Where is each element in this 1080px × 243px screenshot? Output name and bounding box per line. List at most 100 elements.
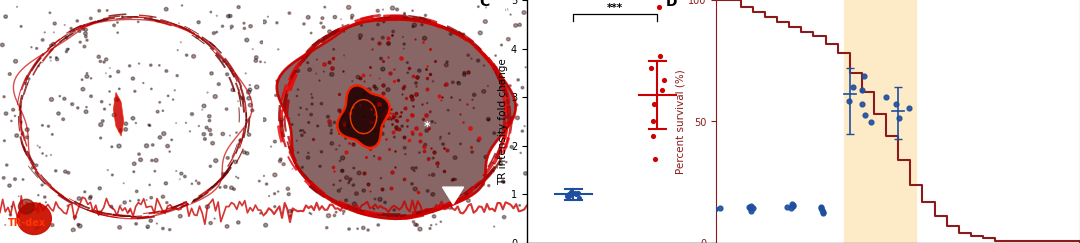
Point — [840, 99, 858, 103]
Circle shape — [287, 193, 291, 196]
Point — [855, 74, 873, 78]
Circle shape — [111, 146, 112, 148]
Circle shape — [359, 38, 361, 40]
Text: ***: *** — [607, 3, 623, 13]
Circle shape — [441, 221, 442, 222]
Circle shape — [418, 69, 421, 72]
Circle shape — [347, 126, 349, 128]
Circle shape — [83, 32, 87, 35]
Circle shape — [275, 80, 278, 82]
Point — [812, 206, 829, 210]
Circle shape — [3, 96, 5, 98]
Circle shape — [423, 143, 427, 146]
Circle shape — [334, 121, 336, 124]
Circle shape — [349, 178, 352, 181]
Circle shape — [150, 196, 152, 199]
Circle shape — [500, 44, 502, 46]
Circle shape — [43, 196, 46, 198]
Circle shape — [362, 189, 365, 192]
Circle shape — [348, 182, 350, 184]
Circle shape — [374, 208, 375, 209]
Circle shape — [230, 25, 233, 28]
Circle shape — [430, 111, 431, 113]
Circle shape — [109, 91, 110, 92]
Circle shape — [64, 170, 67, 173]
Circle shape — [260, 212, 261, 214]
Circle shape — [460, 143, 461, 145]
Circle shape — [246, 90, 251, 94]
Circle shape — [414, 223, 417, 226]
Circle shape — [81, 79, 83, 80]
Circle shape — [210, 133, 212, 136]
Circle shape — [226, 108, 228, 110]
Text: g: tumor // h: WT: g: tumor // h: WT — [435, 7, 522, 16]
Circle shape — [444, 84, 446, 86]
Circle shape — [380, 177, 381, 179]
Circle shape — [428, 158, 430, 160]
Circle shape — [197, 21, 200, 24]
Circle shape — [208, 221, 213, 225]
Circle shape — [62, 118, 65, 121]
Circle shape — [38, 65, 39, 67]
Circle shape — [311, 213, 312, 215]
Circle shape — [119, 88, 120, 90]
Circle shape — [330, 129, 333, 131]
Circle shape — [377, 224, 379, 226]
Circle shape — [352, 202, 356, 206]
Circle shape — [374, 156, 375, 157]
Circle shape — [302, 23, 306, 25]
Circle shape — [379, 106, 380, 107]
Circle shape — [25, 128, 29, 131]
Circle shape — [232, 188, 235, 191]
Circle shape — [243, 151, 246, 154]
Circle shape — [82, 28, 84, 30]
Circle shape — [432, 215, 436, 218]
Circle shape — [52, 134, 53, 135]
Circle shape — [55, 57, 57, 58]
Circle shape — [446, 61, 448, 63]
Circle shape — [103, 61, 105, 63]
Circle shape — [501, 180, 504, 183]
Circle shape — [254, 59, 257, 62]
Circle shape — [135, 190, 138, 193]
Circle shape — [227, 15, 230, 18]
Circle shape — [245, 38, 248, 42]
Circle shape — [240, 96, 244, 100]
Circle shape — [260, 41, 264, 44]
Circle shape — [41, 184, 43, 186]
Circle shape — [49, 12, 51, 14]
Circle shape — [301, 166, 303, 168]
Point — [814, 212, 832, 216]
Circle shape — [273, 206, 275, 208]
Circle shape — [521, 152, 522, 153]
Circle shape — [181, 5, 183, 6]
Circle shape — [138, 153, 140, 155]
Circle shape — [448, 205, 451, 209]
Circle shape — [259, 61, 261, 62]
Text: A: A — [8, 7, 18, 21]
Circle shape — [162, 227, 164, 230]
Circle shape — [289, 215, 292, 217]
Circle shape — [395, 8, 399, 11]
Polygon shape — [337, 86, 390, 148]
Circle shape — [457, 82, 459, 83]
Circle shape — [224, 185, 227, 188]
Circle shape — [159, 102, 161, 103]
Circle shape — [403, 147, 406, 149]
Circle shape — [21, 121, 23, 123]
Circle shape — [363, 95, 364, 96]
Circle shape — [427, 190, 429, 192]
Circle shape — [308, 152, 309, 154]
Circle shape — [123, 201, 126, 204]
Circle shape — [151, 159, 153, 162]
Circle shape — [376, 9, 379, 12]
Circle shape — [377, 23, 379, 26]
Circle shape — [333, 16, 337, 19]
Circle shape — [349, 180, 350, 182]
Text: *: * — [423, 120, 430, 133]
Circle shape — [161, 195, 164, 198]
Circle shape — [322, 26, 325, 28]
Circle shape — [238, 177, 239, 179]
Circle shape — [79, 30, 81, 33]
Circle shape — [395, 116, 396, 117]
